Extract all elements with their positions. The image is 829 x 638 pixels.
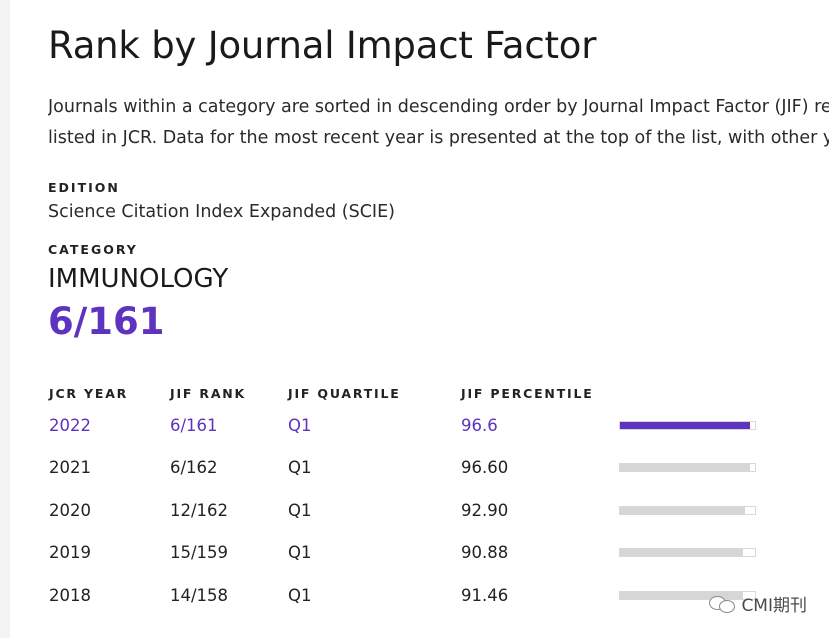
percentile-bar xyxy=(619,506,756,515)
description-line-2: listed in JCR. Data for the most recent … xyxy=(48,128,829,148)
header-jif-rank: JIF RANK xyxy=(170,386,247,401)
watermark-text: CMI期刊 xyxy=(741,596,807,616)
quartile-cell: Q1 xyxy=(288,543,312,562)
table-row[interactable]: 2020 12/162 Q1 92.90 xyxy=(48,496,829,526)
watermark: CMI期刊 xyxy=(709,591,807,616)
percentile-bar xyxy=(619,548,756,557)
header-jif-percentile: JIF PERCENTILE xyxy=(461,386,594,401)
percentile-cell: 96.6 xyxy=(461,416,498,435)
year-cell: 2020 xyxy=(49,501,91,520)
rank-cell: 6/161 xyxy=(170,416,218,435)
table-row[interactable]: 2018 14/158 Q1 91.46 xyxy=(48,581,829,611)
header-jcr-year: JCR YEAR xyxy=(49,386,129,401)
year-cell: 2021 xyxy=(49,458,91,477)
table-row[interactable]: 2021 6/162 Q1 96.60 xyxy=(48,453,829,483)
percentile-bar-fill xyxy=(620,549,743,556)
rank-cell: 12/162 xyxy=(170,501,229,520)
quartile-cell: Q1 xyxy=(288,586,312,605)
percentile-bar-fill xyxy=(620,507,746,514)
percentile-bar xyxy=(619,463,756,472)
quartile-cell: Q1 xyxy=(288,458,312,477)
category-label: CATEGORY xyxy=(48,242,138,257)
percentile-bar xyxy=(619,421,756,430)
rank-cell: 14/158 xyxy=(170,586,229,605)
year-cell: 2022 xyxy=(49,416,91,435)
page-title: Rank by Journal Impact Factor xyxy=(48,24,597,67)
percentile-bar-fill xyxy=(620,422,751,429)
rank-cell: 6/162 xyxy=(170,458,218,477)
left-margin-strip xyxy=(0,0,10,638)
year-cell: 2018 xyxy=(49,586,91,605)
category-value: IMMUNOLOGY xyxy=(48,264,229,294)
percentile-bar-fill xyxy=(620,464,751,471)
percentile-cell: 96.60 xyxy=(461,458,509,477)
percentile-cell: 92.90 xyxy=(461,501,509,520)
percentile-bar-fill xyxy=(620,592,744,599)
edition-label: EDITION xyxy=(48,180,120,195)
description-line-1: Journals within a category are sorted in… xyxy=(48,97,829,117)
percentile-cell: 90.88 xyxy=(461,543,509,562)
table-row[interactable]: 2019 15/159 Q1 90.88 xyxy=(48,538,829,568)
main-content: Rank by Journal Impact Factor Journals w… xyxy=(48,0,829,638)
year-cell: 2019 xyxy=(49,543,91,562)
table-row[interactable]: 2022 6/161 Q1 96.6 xyxy=(48,411,829,441)
header-jif-quartile: JIF QUARTILE xyxy=(288,386,401,401)
quartile-cell: Q1 xyxy=(288,416,312,435)
percentile-bar xyxy=(619,591,756,600)
quartile-cell: Q1 xyxy=(288,501,312,520)
category-rank: 6/161 xyxy=(48,300,165,343)
edition-value: Science Citation Index Expanded (SCIE) xyxy=(48,202,395,222)
rank-cell: 15/159 xyxy=(170,543,229,562)
wechat-icon xyxy=(709,595,736,613)
percentile-cell: 91.46 xyxy=(461,586,509,605)
